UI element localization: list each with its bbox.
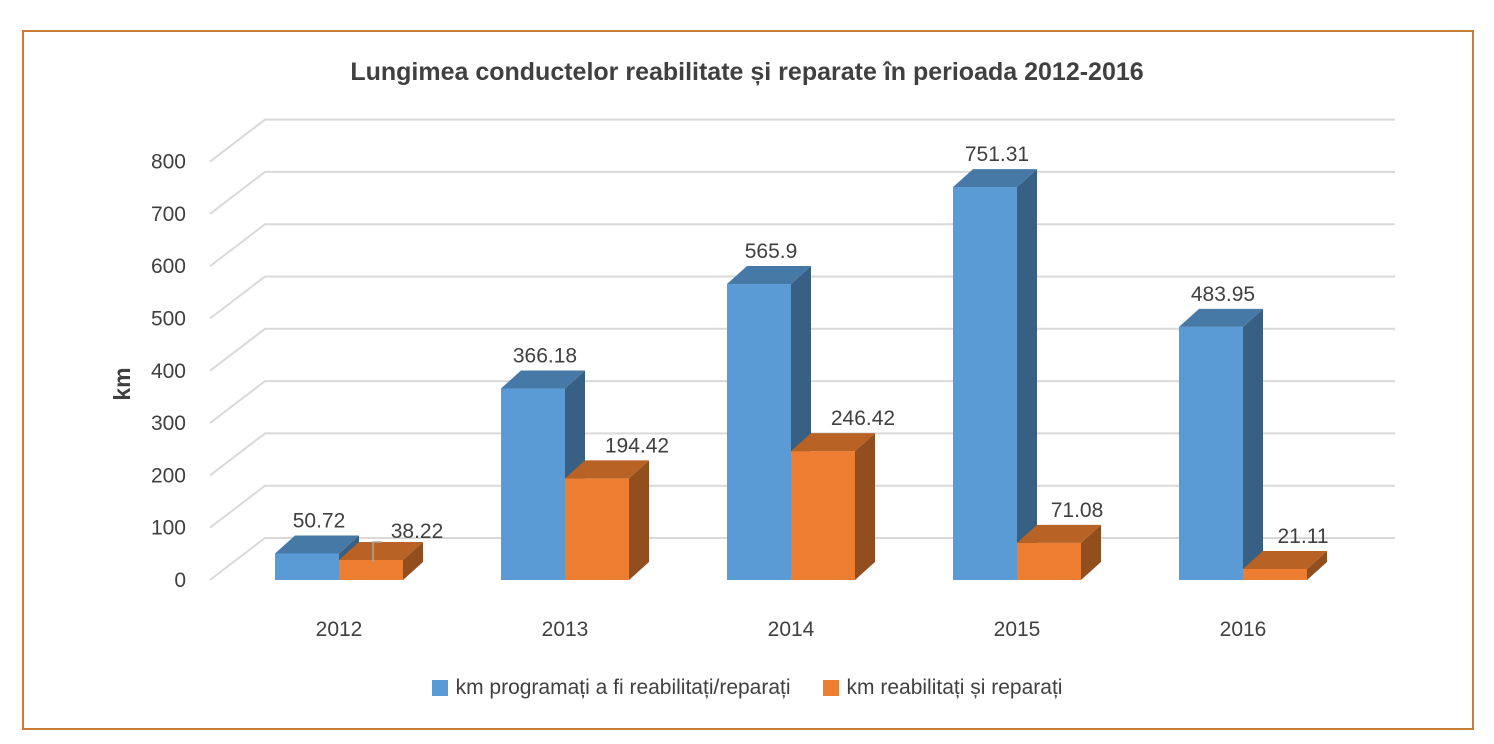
legend-item-done: km reabilitați și reparați (822, 676, 1063, 700)
y-tick-label: 800 (151, 151, 186, 174)
bar-side (629, 460, 649, 580)
bar-side (1017, 169, 1037, 580)
legend-item-planned: km programați a fi reabilitați/reparați (431, 676, 791, 700)
chart-title: Lungimea conductelor reabilitate și repa… (350, 58, 1144, 86)
x-tick-label: 2015 (994, 618, 1041, 641)
legend-label-planned: km programați a fi reabilitați/reparați (455, 676, 791, 699)
data-label: 71.08 (1051, 499, 1104, 522)
bar-top (339, 542, 423, 561)
data-label: 21.11 (1278, 525, 1329, 548)
bar-side (1243, 308, 1263, 580)
gridline (209, 118, 1395, 163)
bar-top (1179, 308, 1263, 327)
y-tick-label: 500 (151, 308, 186, 331)
bar-top (501, 370, 585, 389)
data-label: 565.9 (745, 240, 798, 263)
bar-side (403, 542, 423, 580)
data-label: 483.95 (1191, 283, 1255, 306)
data-label: 246.42 (831, 407, 895, 430)
y-tick-label: 700 (151, 203, 186, 226)
bar-side (1307, 550, 1327, 580)
data-label: 366.18 (513, 344, 577, 367)
y-tick-label: 600 (151, 255, 186, 278)
y-tick-label: 0 (174, 569, 186, 592)
bar (1179, 326, 1243, 580)
y-tick-label: 100 (151, 517, 186, 540)
x-tick-label: 2016 (1220, 618, 1267, 641)
bar-side (1081, 524, 1101, 580)
data-label: 751.31 (965, 143, 1029, 166)
bar-top (1017, 524, 1101, 543)
bar-top (565, 460, 649, 479)
bar (501, 388, 565, 580)
bar (791, 451, 855, 580)
bar (275, 553, 339, 580)
x-tick-label: 2012 (316, 618, 363, 641)
data-label: 50.72 (293, 509, 346, 532)
legend-swatch-planned (431, 680, 448, 696)
bar-side (855, 433, 875, 580)
y-tick-label: 400 (151, 360, 186, 383)
y-tick-label: 300 (151, 412, 186, 435)
bar (1017, 542, 1081, 580)
legend-label-done: km reabilitați și reparați (846, 676, 1063, 699)
bar (727, 284, 791, 580)
legend: km programați a fi reabilitați/reparați … (0, 676, 1494, 700)
x-tick-label: 2014 (768, 618, 815, 641)
data-label: 194.42 (605, 434, 669, 457)
bar (953, 187, 1017, 580)
label-leader-line (372, 541, 382, 562)
gridline (209, 170, 1395, 215)
legend-swatch-done (822, 680, 839, 696)
bar-top (1243, 550, 1327, 569)
bar (339, 560, 403, 580)
bar-top (727, 266, 811, 285)
bar-top (791, 433, 875, 452)
y-tick-label: 200 (151, 464, 186, 487)
bar (1243, 568, 1307, 580)
bar-top (953, 169, 1037, 188)
bar (565, 478, 629, 580)
bar-top (275, 535, 359, 554)
gridline (209, 223, 1395, 267)
x-tick-label: 2013 (542, 618, 589, 641)
y-axis-title: km (109, 367, 135, 400)
data-label: 38.22 (391, 520, 444, 543)
